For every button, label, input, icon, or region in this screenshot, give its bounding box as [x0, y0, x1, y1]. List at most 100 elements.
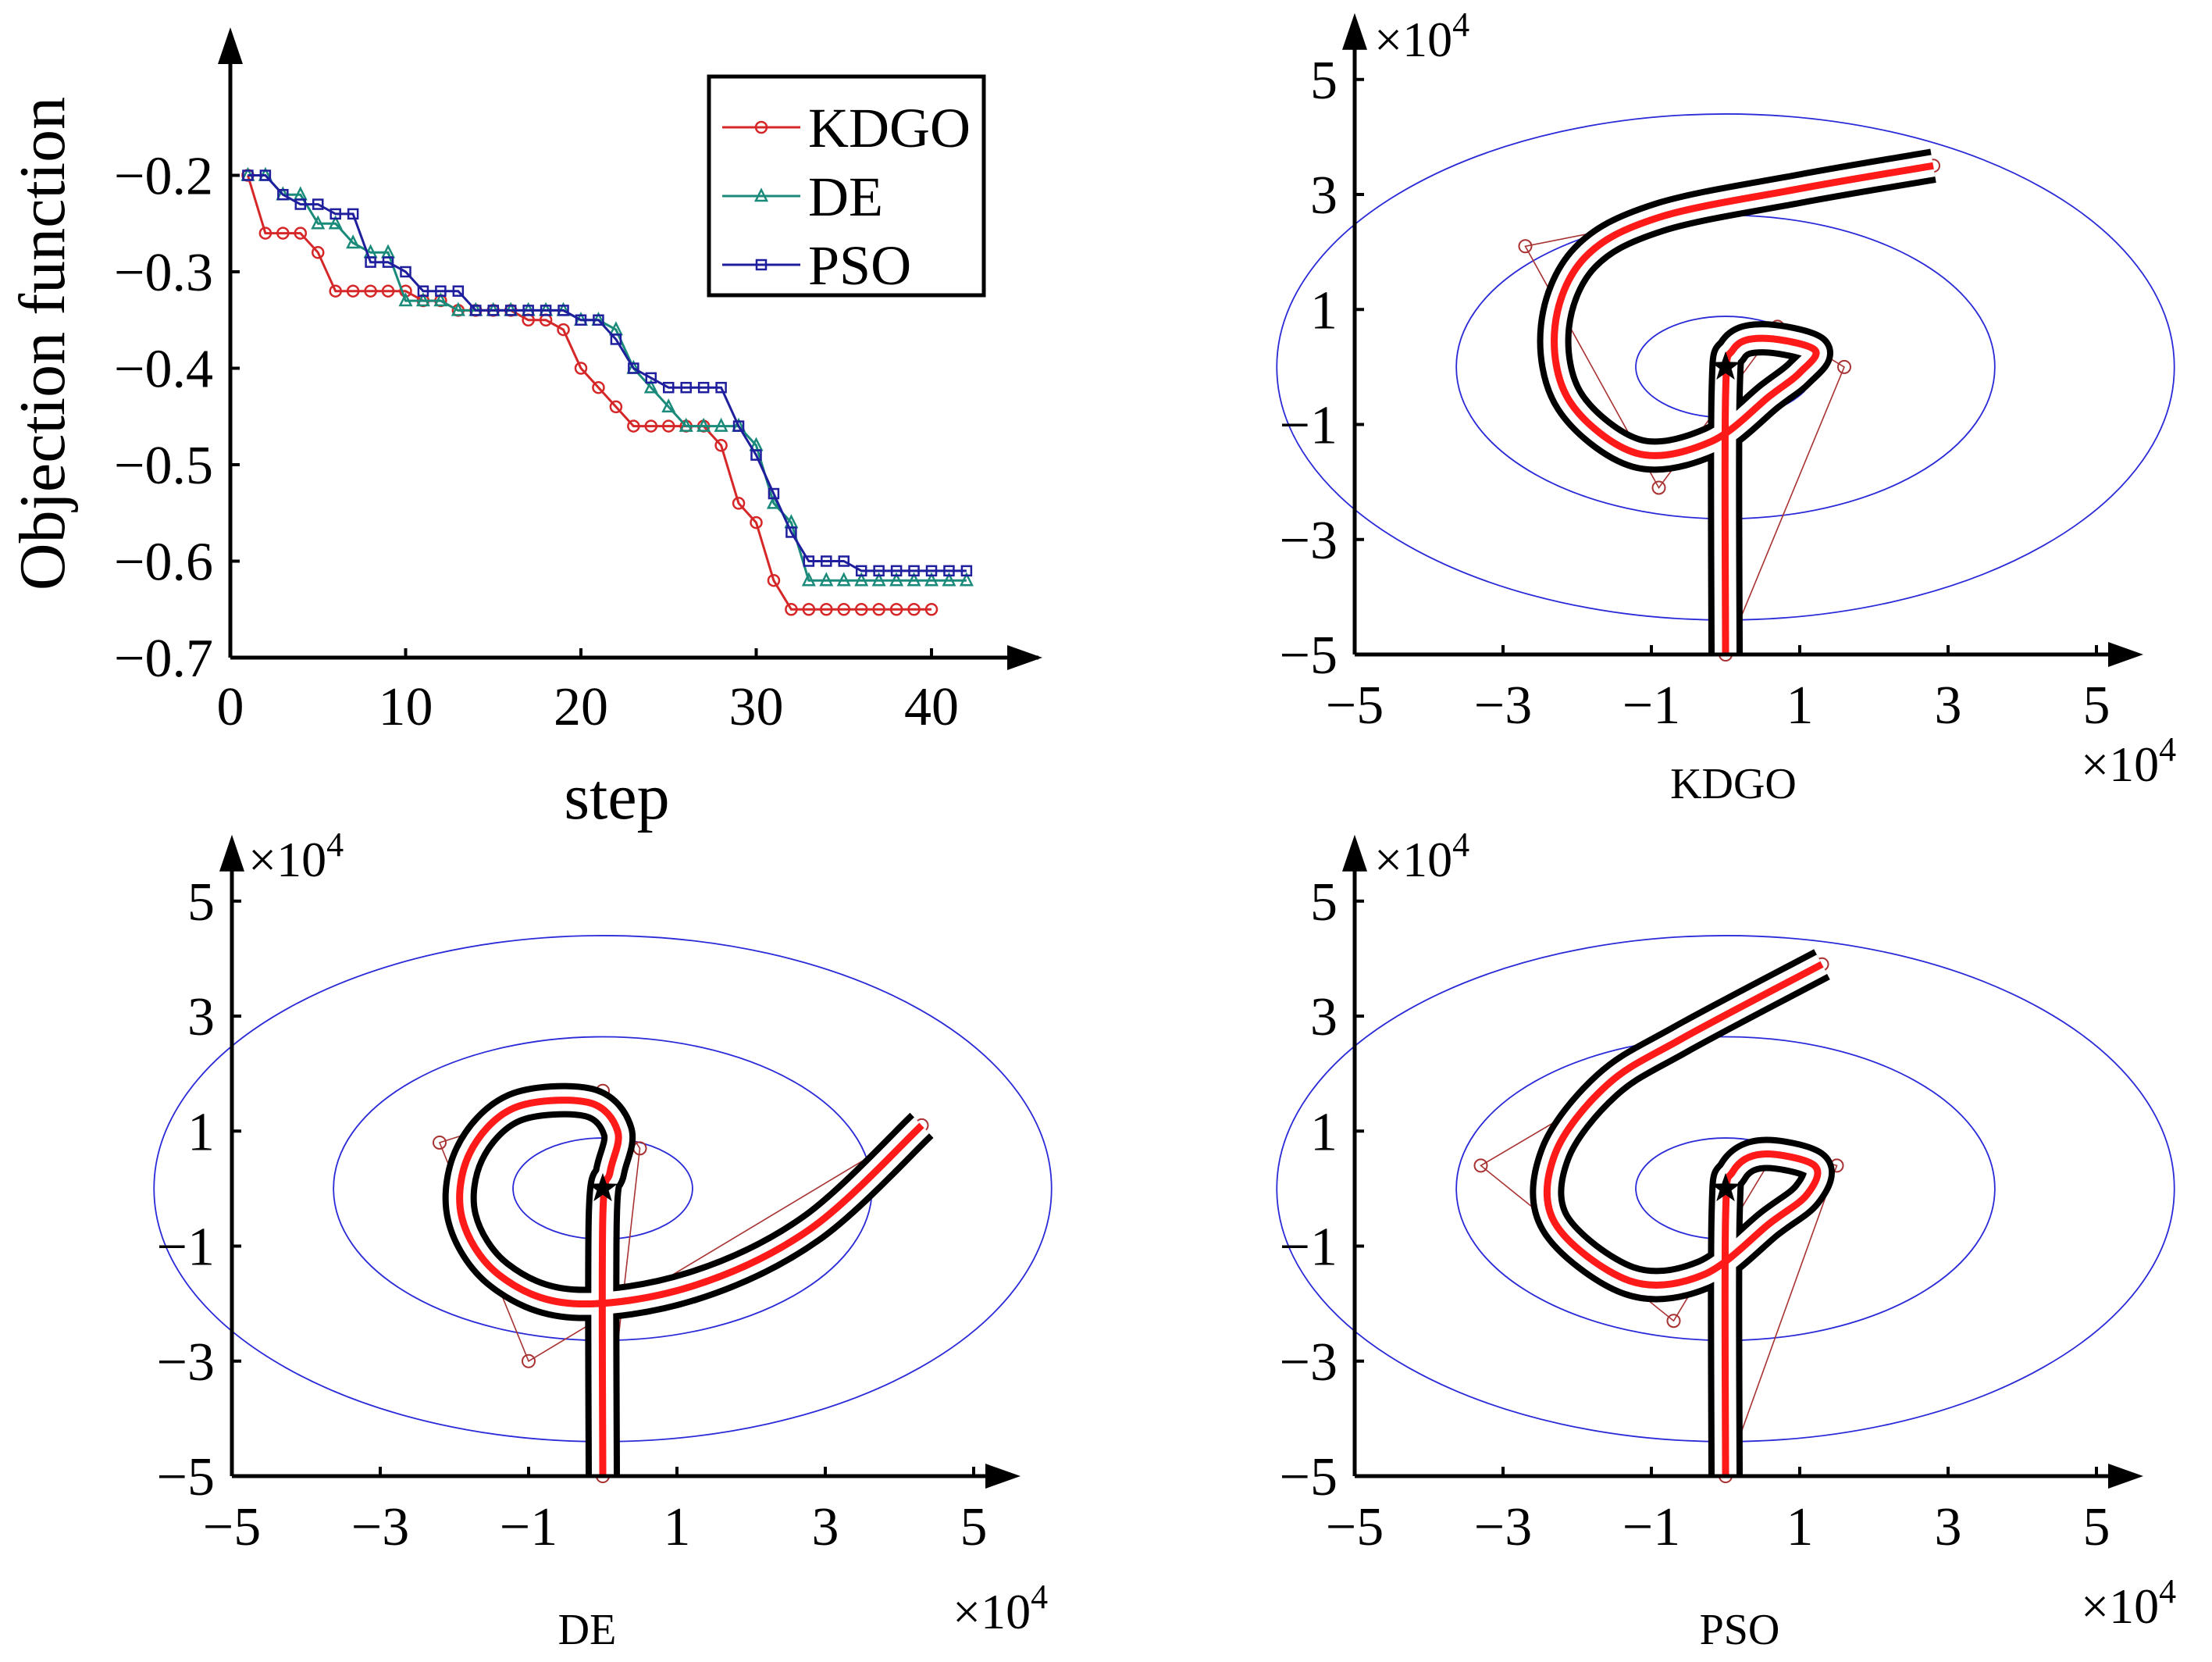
trajectory-centerline: [1551, 162, 1934, 655]
series-pso: [242, 169, 973, 577]
data-point-de: [346, 234, 361, 249]
data-point-kdgo: [802, 603, 816, 616]
legend-entry-de: DE: [722, 166, 883, 228]
data-point-pso: [838, 555, 850, 567]
x-axis-arrow-icon: [985, 1464, 1021, 1489]
y-tick-label: −1: [157, 1218, 215, 1278]
y-scale-multiplier: ×104: [248, 826, 344, 887]
waypoint-marker: [1666, 1314, 1681, 1329]
series-line-pso: [248, 174, 967, 572]
data-point-pso: [400, 266, 411, 278]
y-tick-label: 1: [1310, 1102, 1338, 1162]
x-tick-label: −5: [203, 1497, 261, 1557]
convergence-x-label: step: [564, 761, 669, 833]
data-point-pso: [768, 487, 780, 500]
data-point-pso: [329, 208, 341, 220]
data-point-pso: [908, 565, 920, 577]
x-tick-label: 1: [1786, 1497, 1814, 1557]
data-point-pso: [382, 256, 394, 268]
data-point-de: [959, 572, 974, 587]
series-line-kdgo: [246, 175, 931, 611]
data-point-de: [836, 572, 851, 587]
data-point-kdgo: [294, 226, 308, 240]
convergence-x-tick-label: 10: [379, 677, 433, 737]
y-tick-label: 5: [1310, 51, 1338, 111]
convergence-y-tick-label: −0.5: [114, 436, 213, 496]
data-point-pso: [487, 305, 499, 316]
data-point-pso: [575, 314, 587, 326]
y-tick-label: 3: [1310, 987, 1338, 1047]
data-point-kdgo: [837, 603, 850, 616]
data-point-pso: [504, 305, 517, 316]
de-trajectory-plot: −5−5 −3 −3 −1 −1 1 1 3 3 5 5 DE ×104 ×104: [153, 826, 1053, 1654]
x-scale-multiplier: ×104: [2081, 730, 2176, 792]
y-axis-arrow-icon: [219, 834, 244, 872]
data-point-pso: [803, 555, 815, 567]
y-tick-label: 1: [187, 1102, 215, 1162]
legend-marker-de: [753, 187, 769, 202]
data-point-pso: [628, 362, 639, 374]
data-point-pso: [452, 285, 465, 297]
x-tick-label: −3: [1474, 676, 1532, 736]
data-point-de: [415, 292, 430, 307]
data-point-de: [696, 417, 711, 432]
data-point-kdgo: [750, 515, 763, 530]
data-point-de: [451, 301, 465, 316]
x-tick-label: −1: [1622, 1497, 1680, 1557]
x-tick-label: 1: [664, 1497, 691, 1557]
data-point-kdgo: [854, 603, 868, 616]
y-tick-label: 5: [187, 872, 215, 933]
waypoint-marker: [1518, 239, 1533, 254]
y-tick-label: −5: [1280, 626, 1338, 686]
data-point-kdgo: [329, 284, 342, 298]
data-point-pso: [365, 256, 376, 268]
data-point-kdgo: [732, 497, 746, 510]
data-point-de: [311, 215, 326, 230]
data-point-de: [871, 572, 886, 587]
data-point-pso: [750, 449, 762, 461]
y-tick-label: 1: [1310, 280, 1338, 341]
data-point-kdgo: [872, 603, 885, 616]
convergence-x-tick-label: 30: [729, 677, 784, 737]
series-kdgo: [241, 169, 939, 616]
waypoint-marker: [1837, 359, 1851, 374]
data-point-de: [854, 572, 869, 587]
convergence-x-tick-label: 40: [904, 677, 959, 737]
data-point-kdgo: [381, 284, 395, 298]
data-point-pso: [540, 305, 552, 316]
y-tick-label: −3: [1280, 511, 1338, 571]
convergence-x-tick-label: 0: [217, 677, 244, 737]
waypoint-marker: [1651, 480, 1666, 495]
data-point-kdgo: [346, 284, 360, 298]
data-point-kdgo: [820, 603, 833, 616]
data-point-pso: [943, 565, 955, 577]
trajectory: [1530, 949, 1835, 1477]
data-point-pso: [557, 305, 569, 316]
data-point-pso: [645, 372, 657, 384]
data-point-kdgo: [276, 226, 290, 240]
data-point-pso: [890, 565, 903, 577]
data-point-kdgo: [574, 362, 588, 375]
data-point-de: [661, 398, 676, 413]
x-tick-label: −5: [1326, 676, 1384, 736]
data-point-kdgo: [592, 380, 605, 394]
target-star-icon: [1711, 1172, 1740, 1202]
data-point-pso: [435, 285, 447, 297]
legend-label-pso: PSO: [808, 234, 911, 297]
data-point-de: [924, 572, 939, 587]
data-point-pso: [277, 188, 289, 201]
data-point-kdgo: [924, 603, 939, 616]
waypoint-marker: [1473, 1158, 1488, 1173]
x-axis-arrow-icon: [2108, 1464, 2143, 1489]
legend-entry-pso: PSO: [722, 234, 911, 297]
data-point-de: [942, 572, 956, 587]
data-point-pso: [785, 526, 797, 538]
y-tick-label: −3: [157, 1332, 215, 1393]
x-scale-multiplier: ×104: [953, 1578, 1048, 1639]
target-star-icon: [1711, 351, 1740, 380]
data-point-pso: [294, 198, 307, 210]
data-point-pso: [925, 565, 938, 577]
x-tick-label: 1: [1786, 676, 1814, 736]
legend-label-de: DE: [808, 166, 883, 228]
